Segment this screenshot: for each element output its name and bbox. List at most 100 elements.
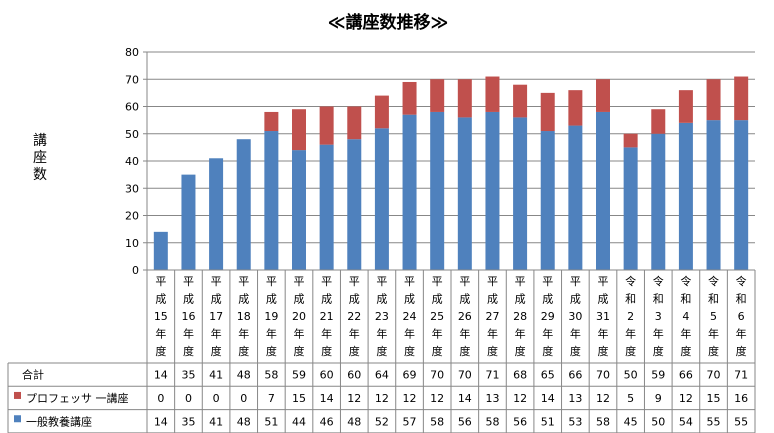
x-tick-label: 度 (570, 344, 581, 358)
y-tick-label: 40 (125, 155, 139, 168)
x-tick-label: 和 (708, 293, 719, 306)
x-tick-label: 度 (211, 344, 222, 358)
table-cell-value: 12 (347, 392, 361, 405)
x-tick-label: 成 (321, 293, 332, 306)
bar-general (678, 122, 693, 270)
x-tick-label: 22 (347, 310, 361, 323)
x-tick-label: 年 (736, 327, 747, 341)
table-cell-value: 15 (707, 392, 721, 405)
x-tick-label: 年 (294, 327, 305, 341)
x-tick-label: 平 (155, 275, 166, 288)
bar-professor (568, 90, 583, 126)
bar-general (347, 139, 362, 270)
bar-professor (706, 79, 721, 121)
bar-professor (540, 92, 555, 132)
x-tick-label: 年 (570, 327, 581, 341)
table-cell-value: 13 (568, 392, 582, 405)
bar-general (540, 131, 555, 270)
x-tick-label: 成 (266, 293, 277, 306)
table-cell-value: 51 (541, 415, 555, 428)
x-tick-label: 26 (458, 310, 472, 323)
x-tick-label: 成 (349, 293, 360, 306)
y-axis-label-char: 座 (33, 150, 47, 166)
bar-general (651, 133, 666, 270)
x-tick-label: 和 (736, 293, 747, 306)
table-cell-value: 45 (624, 415, 638, 428)
table-cell-value: 60 (347, 369, 361, 382)
x-tick-label: 成 (211, 293, 222, 306)
x-tick-label: 年 (625, 327, 636, 341)
bar-professor (513, 84, 528, 118)
x-tick-label: 4 (682, 310, 689, 323)
table-cell-value: 7 (268, 392, 275, 405)
x-tick-label: 年 (376, 327, 387, 341)
bar-general (457, 117, 472, 271)
bar-professor (374, 95, 389, 129)
table-cell-value: 50 (624, 369, 638, 382)
x-tick-label: 平 (376, 275, 387, 288)
table-cell-value: 56 (458, 415, 472, 428)
x-tick-label: 度 (183, 344, 194, 358)
x-tick-label: 度 (708, 344, 719, 358)
table-cell-value: 56 (513, 415, 527, 428)
bar-professor (678, 90, 693, 123)
x-tick-label: 度 (736, 344, 747, 358)
table-cell-value: 12 (430, 392, 444, 405)
bar-general (264, 131, 279, 270)
y-axis-label-char: 数 (33, 167, 47, 183)
x-tick-label: 平 (294, 275, 305, 288)
table-cell-value: 46 (320, 415, 334, 428)
x-tick-label: 29 (541, 310, 555, 323)
bar-professor (651, 109, 666, 134)
table-cell-value: 12 (679, 392, 693, 405)
x-tick-label: 年 (542, 327, 553, 341)
x-tick-label: 平 (598, 275, 609, 288)
table-cell-value: 53 (568, 415, 582, 428)
x-tick-label: 度 (487, 344, 498, 358)
x-tick-label: 和 (653, 293, 664, 306)
y-tick-label: 20 (125, 210, 139, 223)
table-cell-value: 68 (513, 369, 527, 382)
legend-entry: 一般教養講座 (26, 414, 92, 428)
table-cell-value: 16 (734, 392, 748, 405)
x-tick-label: 31 (596, 310, 610, 323)
bar-general (209, 158, 224, 270)
legend-swatch (14, 415, 21, 423)
bar-general (236, 139, 251, 270)
x-tick-label: 28 (513, 310, 527, 323)
table-cell-value: 0 (157, 392, 164, 405)
y-tick-label: 0 (132, 264, 139, 277)
x-tick-label: 年 (266, 327, 277, 341)
x-tick-label: 度 (459, 344, 470, 358)
x-tick-label: 27 (485, 310, 499, 323)
x-tick-label: 度 (321, 344, 332, 358)
x-tick-label: 平 (515, 275, 526, 288)
x-tick-label: 24 (403, 310, 417, 323)
x-tick-label: 平 (266, 275, 277, 288)
x-tick-label: 年 (321, 327, 332, 341)
x-tick-label: 成 (183, 293, 194, 306)
table-cell-value: 70 (430, 369, 444, 382)
x-tick-label: 平 (183, 275, 194, 288)
table-cell-value: 15 (292, 392, 306, 405)
x-tick-label: 19 (264, 310, 278, 323)
table-cell-value: 59 (651, 369, 665, 382)
x-tick-label: 年 (155, 327, 166, 341)
x-tick-label: 度 (598, 344, 609, 358)
bar-general (430, 111, 445, 270)
legend-entry: 合計 (22, 368, 44, 382)
table-cell-value: 14 (154, 369, 168, 382)
x-tick-label: 平 (349, 275, 360, 288)
x-tick-label: 30 (568, 310, 582, 323)
table-cell-value: 71 (485, 369, 499, 382)
table-cell-value: 58 (430, 415, 444, 428)
bar-general (153, 231, 168, 270)
x-tick-label: 度 (404, 344, 415, 358)
x-tick-label: 平 (542, 275, 553, 288)
x-tick-label: 成 (376, 293, 387, 306)
x-tick-label: 平 (404, 275, 415, 288)
table-cell-value: 55 (707, 415, 721, 428)
x-tick-label: 年 (680, 327, 691, 341)
x-tick-label: 和 (625, 293, 636, 306)
x-tick-label: 度 (515, 344, 526, 358)
